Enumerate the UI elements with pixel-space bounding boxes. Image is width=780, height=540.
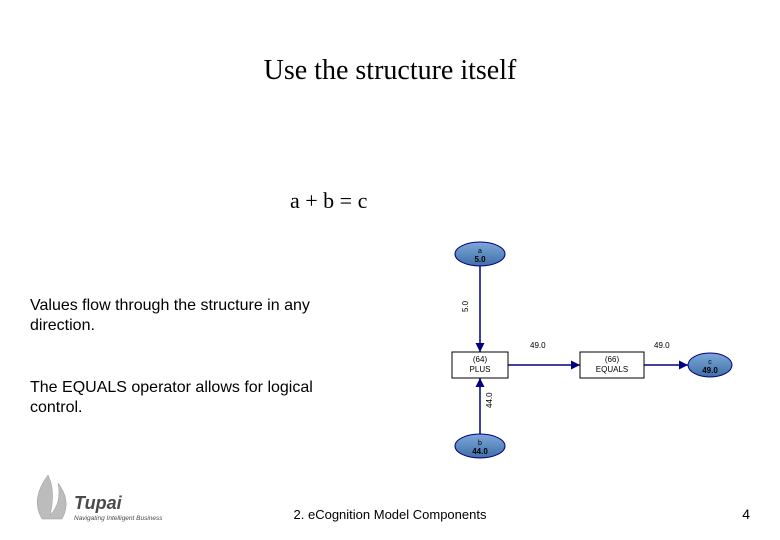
svg-text:49.0: 49.0 [654,341,670,350]
flowchart-diagram: 5.049.049.044.0a5.0(64)PLUS(66)EQUALSc49… [390,240,755,470]
svg-text:49.0: 49.0 [530,341,546,350]
svg-text:b: b [478,440,482,447]
footer-text: 2. eCognition Model Components [0,507,780,522]
svg-text:EQUALS: EQUALS [596,365,628,374]
svg-text:44.0: 44.0 [472,447,488,456]
svg-text:a: a [478,248,482,255]
svg-text:44.0: 44.0 [485,392,494,408]
slide-title: Use the structure itself [0,55,780,87]
paragraph-values-flow: Values flow through the structure in any… [30,296,350,336]
svg-text:5.0: 5.0 [461,300,470,312]
svg-text:(66): (66) [605,355,620,364]
svg-text:PLUS: PLUS [470,365,491,374]
svg-text:49.0: 49.0 [702,366,718,375]
paragraph-equals-operator: The EQUALS operator allows for logical c… [30,378,350,418]
svg-text:5.0: 5.0 [474,255,486,264]
page-number: 4 [742,506,750,522]
equation-text: a + b = c [290,188,367,214]
svg-text:c: c [708,359,712,366]
svg-text:(64): (64) [473,355,488,364]
